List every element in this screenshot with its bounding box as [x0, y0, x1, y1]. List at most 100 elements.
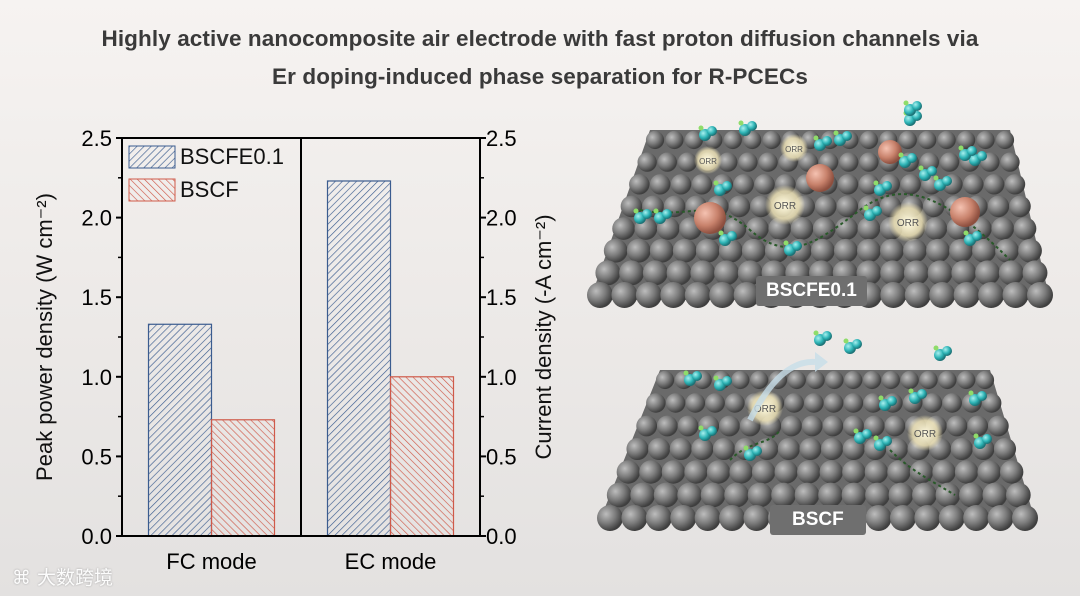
lattice-atom: [843, 415, 864, 437]
lattice-atom: [653, 482, 679, 508]
lattice-atom: [799, 437, 822, 461]
lattice-atom: [987, 505, 1014, 531]
lattice-atom: [919, 370, 938, 390]
bar-bscf-fc-mode: [210, 419, 276, 537]
lattice-atom: [995, 238, 1019, 263]
lattice-atom: [639, 460, 663, 484]
oxygen-molecule-atom: [752, 446, 762, 456]
proton: [958, 145, 964, 151]
y-tick-label-left: 1.0: [81, 365, 112, 390]
lattice-atom: [909, 460, 934, 484]
lattice-atom: [642, 260, 668, 286]
y-tick-label-right: 0.5: [486, 444, 517, 469]
proton: [843, 338, 849, 344]
lattice-atom: [645, 130, 665, 150]
lattice-atom: [777, 437, 800, 461]
lattice-atom: [629, 174, 650, 195]
lattice-atom: [690, 260, 716, 286]
lattice-atom: [863, 393, 883, 413]
proton: [918, 165, 924, 171]
lattice-atom: [991, 217, 1015, 240]
lattice-atom: [927, 260, 953, 286]
lattice-atom: [684, 130, 703, 150]
lattice-atom: [843, 393, 864, 413]
lattice-atom: [1013, 217, 1037, 240]
lattice-atom: [822, 415, 844, 437]
oxygen-molecule-atom: [972, 231, 982, 241]
lattice-atom: [912, 482, 937, 508]
lattice-atom: [714, 260, 739, 286]
y-tick-label-left: 0.5: [81, 444, 112, 469]
proton: [968, 390, 974, 396]
lattice-atom: [630, 482, 655, 508]
lattice-atom: [976, 130, 995, 150]
lattice-atom: [700, 482, 726, 508]
proton: [683, 370, 689, 376]
proton: [738, 120, 744, 126]
oxygen-molecule-atom: [977, 391, 987, 401]
lattice-atom: [597, 505, 623, 531]
lattice-atom: [660, 282, 687, 308]
oxygen-molecule-atom: [822, 136, 832, 146]
lattice-atom: [1000, 152, 1020, 172]
lattice-atom: [781, 415, 802, 437]
lattice-atom: [723, 130, 742, 150]
lattice-atom: [810, 238, 835, 263]
lattice-atom: [665, 393, 686, 413]
lattice-atom: [977, 460, 1001, 484]
lattice-atom: [666, 260, 692, 286]
lattice-atom: [957, 370, 976, 390]
lattice-atom: [978, 282, 1005, 308]
bar-chart: 0.0 0.0 0.5 0.5 1.0 1.0 1.5 1.5 2.0 2.0 2.5 2.5 FC m…: [32, 126, 556, 574]
lattice-atom: [746, 217, 769, 240]
legend: BSCFE0.1 BSCF: [128, 144, 284, 202]
lattice-atom: [967, 415, 989, 437]
lattice-atom: [942, 393, 962, 413]
lattice-atom: [750, 370, 769, 390]
lattice-atom: [694, 505, 721, 531]
proton: [898, 152, 904, 158]
lattice-atom: [794, 482, 820, 508]
lattice-atom: [953, 282, 980, 308]
lattice-atom: [864, 460, 889, 484]
lattice-atom: [611, 282, 638, 308]
lattice-atom: [695, 238, 720, 263]
lattice-atom: [972, 238, 996, 263]
lattice-atom: [859, 130, 878, 150]
lattice-atom: [837, 174, 859, 195]
lattice-atom: [626, 238, 651, 263]
lattice-atom: [1018, 238, 1042, 263]
lattice-atom: [982, 482, 1008, 508]
lattice-atom: [646, 393, 666, 413]
lattice-atom: [841, 482, 867, 508]
lattice-atom: [812, 217, 836, 240]
lattice-atom: [924, 217, 948, 240]
lattice-atom: [626, 437, 649, 461]
lattice-atom: [889, 505, 916, 531]
lattice-atom: [835, 217, 858, 240]
lattice-atom: [983, 174, 1005, 195]
watermark-text: 大数跨境: [37, 567, 114, 589]
oxygen-molecule-atom: [917, 389, 927, 399]
oxygen-molecule-atom: [872, 206, 882, 216]
lattice-atom: [888, 482, 914, 508]
lattice-atom: [756, 437, 779, 461]
lattice-atom: [787, 370, 806, 390]
lattice-atom: [738, 152, 758, 172]
orr-label: ORR: [699, 157, 717, 166]
lattice-atom: [954, 460, 979, 484]
x-category-label: FC mode: [166, 549, 256, 574]
proton: [873, 180, 879, 186]
lattice-atom: [951, 260, 977, 286]
proton: [863, 205, 869, 211]
orr-label: ORR: [774, 201, 796, 212]
lattice-atom: [655, 370, 675, 390]
y-tick-label-right: 0.0: [486, 524, 517, 549]
lattice-atom: [998, 260, 1024, 286]
lattice-atom: [946, 415, 968, 437]
proton: [633, 208, 639, 214]
proton: [933, 345, 939, 351]
lattice-atom: [881, 370, 900, 390]
oxygen-molecule-atom: [942, 346, 952, 356]
proton: [813, 330, 819, 336]
